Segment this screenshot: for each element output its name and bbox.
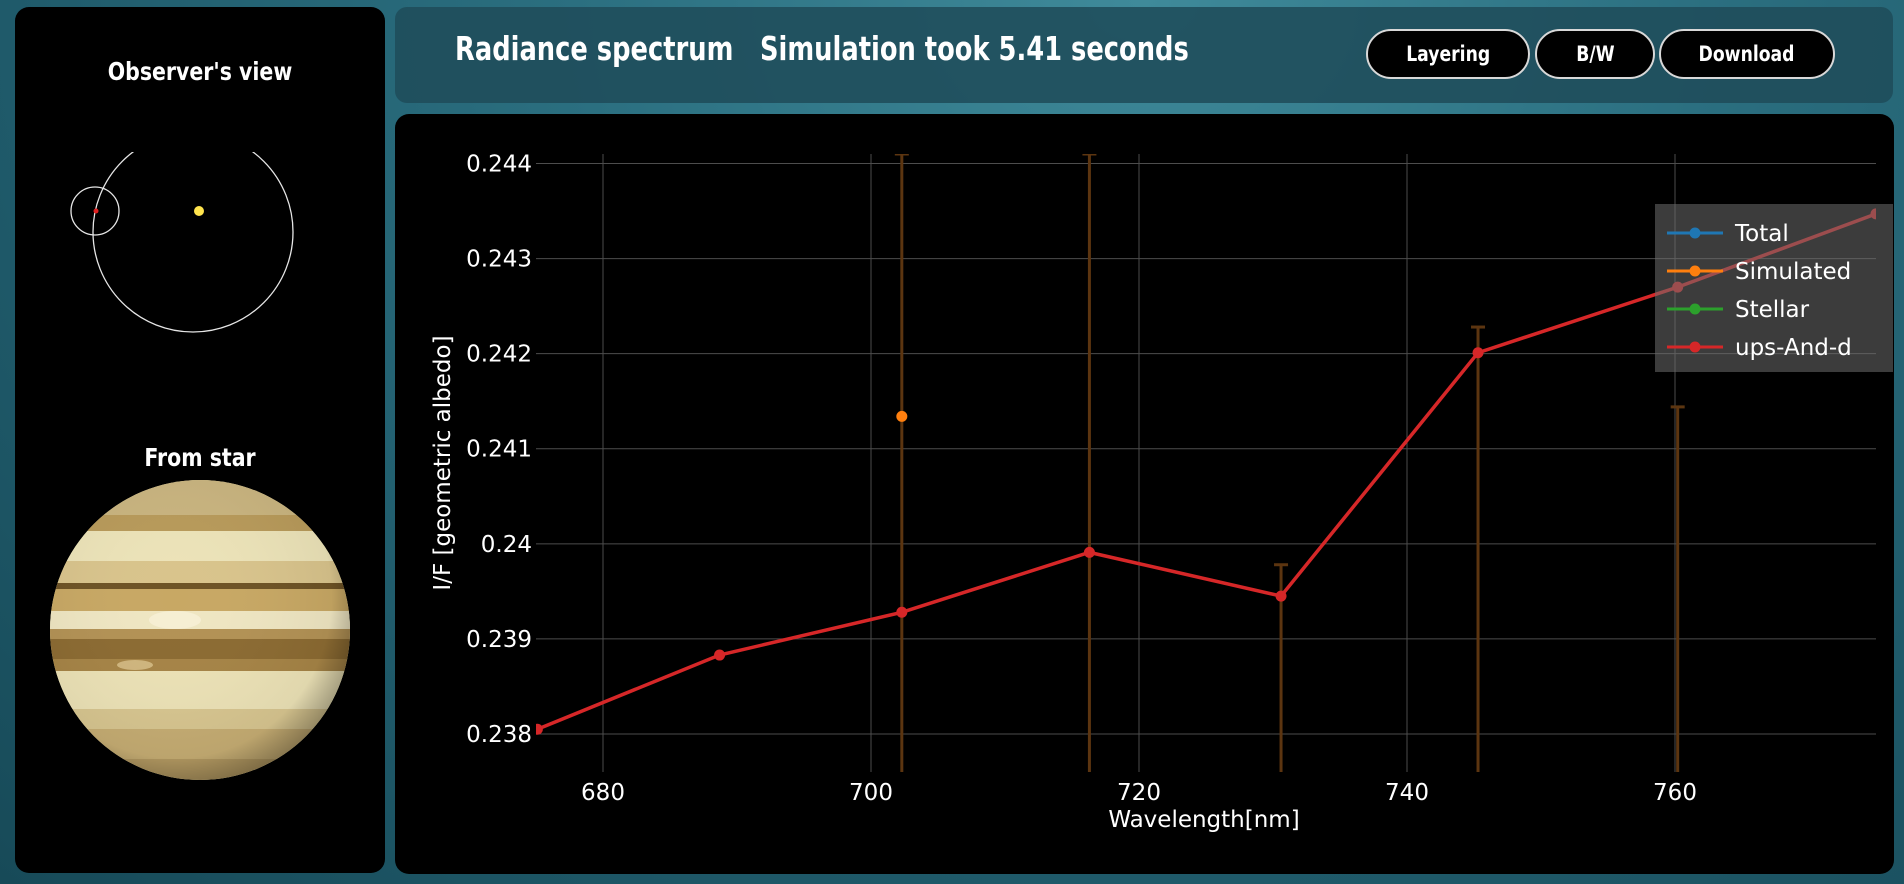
planet-image	[50, 480, 350, 780]
simulated-point	[896, 410, 908, 422]
layering-button[interactable]: Layering	[1366, 29, 1530, 79]
ups-and-d-point	[1472, 347, 1484, 359]
spectrum-chart-panel: 680 700 720 740 760 0.238 0.239 0.24 0.241 0.242 0…	[395, 114, 1894, 874]
ups-and-d-line	[536, 212, 1876, 731]
orbit-diagram	[70, 152, 294, 333]
star-dot	[194, 206, 204, 216]
y-axis-title: I/F [geometric albedo]	[430, 335, 456, 590]
chart-legend: Total Simulated Stellar ups-And-d	[1655, 204, 1893, 372]
x-tick-label: 760	[1653, 780, 1697, 806]
ups-and-d-point	[1275, 590, 1287, 602]
legend-label: Total	[1734, 221, 1789, 247]
legend-marker	[1689, 303, 1701, 315]
y-tick-label: 0.24	[481, 532, 532, 558]
y-tick-label: 0.244	[466, 152, 532, 178]
y-tick-label: 0.241	[466, 437, 532, 463]
ups-and-d-point	[1083, 546, 1095, 558]
download-button[interactable]: Download	[1659, 29, 1835, 79]
planet-dot	[93, 208, 99, 214]
legend-marker	[1689, 341, 1701, 353]
ups-and-d-point	[896, 606, 908, 618]
y-tick-label: 0.239	[466, 627, 532, 653]
x-axis-title: Wavelength[nm]	[1108, 807, 1299, 833]
legend-marker	[1689, 265, 1701, 277]
y-tick-label: 0.243	[466, 247, 532, 273]
moon-orbit	[70, 186, 120, 236]
x-tick-label: 740	[1385, 780, 1429, 806]
x-tick-label: 700	[849, 780, 893, 806]
x-tick-label: 680	[581, 780, 625, 806]
bw-button[interactable]: B/W	[1535, 29, 1655, 79]
observer-view-title: Observer's view	[107, 57, 293, 86]
simulation-status: Simulation took 5.41 seconds	[760, 29, 1189, 68]
view-sidebar: Observer's view From star	[15, 7, 385, 873]
legend-label: Stellar	[1735, 297, 1810, 323]
plot-area	[536, 154, 1876, 772]
legend-label: ups-And-d	[1735, 335, 1852, 361]
from-star-title: From star	[144, 443, 256, 472]
ups-and-d-point	[536, 723, 543, 735]
ups-and-d-point	[714, 649, 726, 661]
legend-marker	[1689, 227, 1701, 239]
x-tick-label: 720	[1117, 780, 1161, 806]
planet-orbit	[92, 152, 294, 333]
spectrum-chart[interactable]: 680 700 720 740 760 0.238 0.239 0.24 0.241 0.242 0…	[395, 114, 1894, 874]
legend-label: Simulated	[1735, 259, 1851, 285]
y-tick-label: 0.238	[466, 722, 532, 748]
y-tick-label: 0.242	[466, 342, 532, 368]
page-title: Radiance spectrum	[455, 29, 734, 68]
header-bar: Radiance spectrum Simulation took 5.41 s…	[395, 7, 1893, 103]
